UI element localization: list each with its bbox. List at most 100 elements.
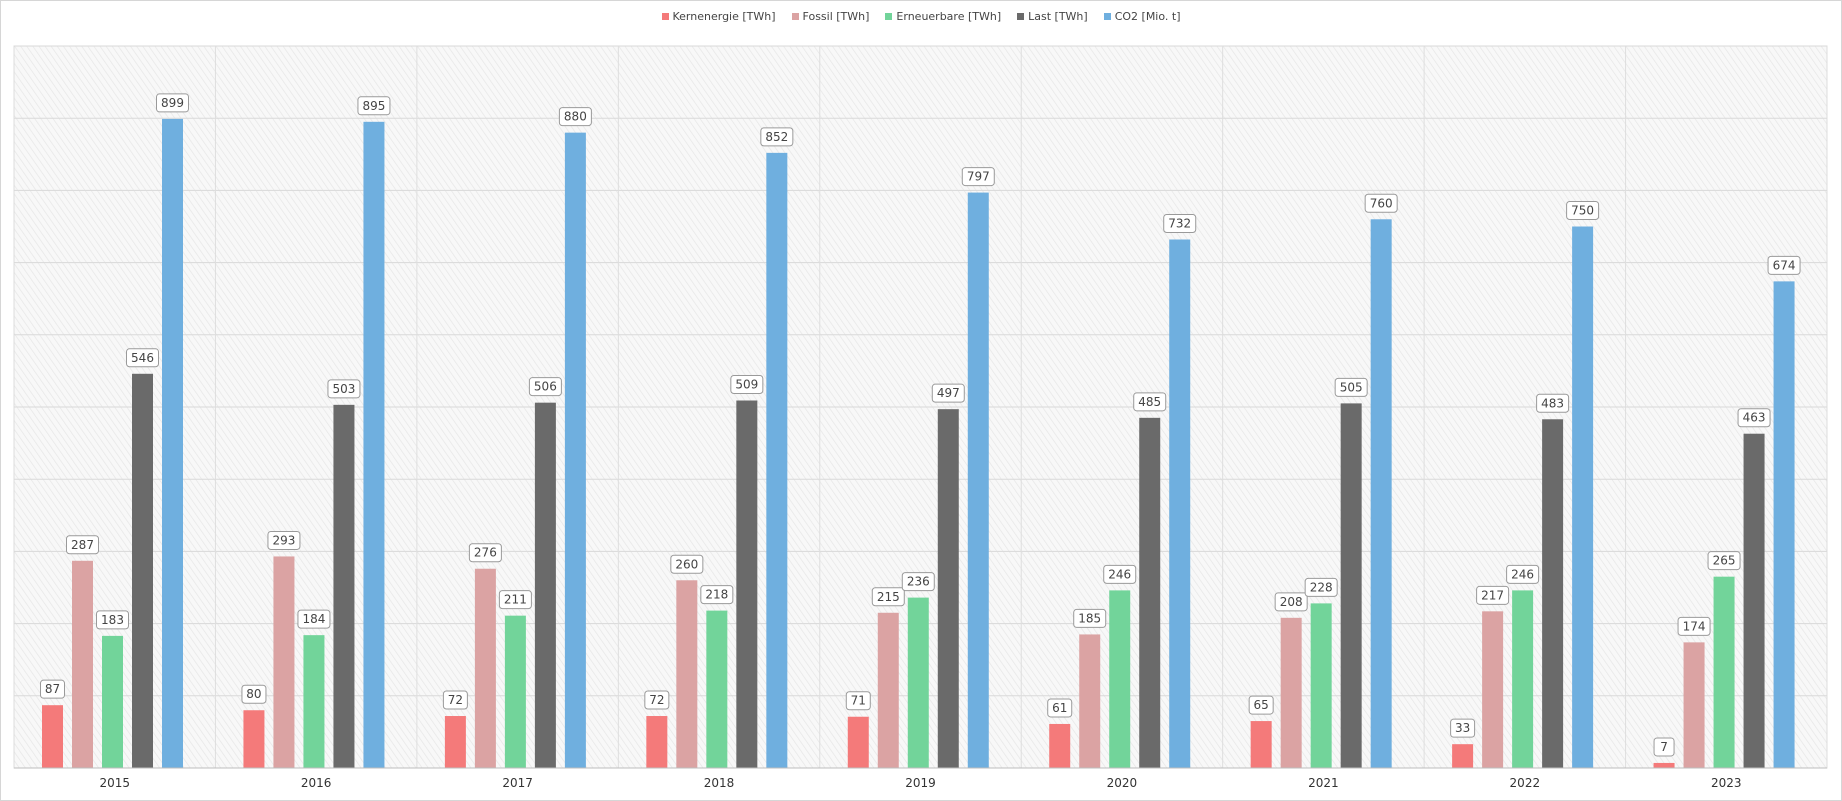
data-label-text: 72 xyxy=(649,693,664,707)
data-label: 732 xyxy=(1163,213,1197,233)
bar-erneuerbare-2023[interactable] xyxy=(1713,576,1735,768)
bar-kernenergie-2017[interactable] xyxy=(444,716,466,768)
bar-co2-2017[interactable] xyxy=(564,132,586,768)
legend-label: CO2 [Mio. t] xyxy=(1114,10,1181,23)
x-axis: 2015 2016 2017 2018 2019 2020 2021 2022 2023 xyxy=(14,767,1827,790)
data-label: 463 xyxy=(1737,408,1771,428)
data-label: 503 xyxy=(327,379,361,399)
data-label-box xyxy=(1364,193,1398,213)
bar-co2-2018[interactable] xyxy=(766,152,788,768)
data-label-box xyxy=(1536,393,1570,413)
bar-erneuerbare-2016[interactable] xyxy=(303,635,325,768)
data-label-text: 506 xyxy=(534,380,557,394)
bar-last-2018[interactable] xyxy=(736,400,758,768)
data-label-text: 61 xyxy=(1052,701,1067,715)
data-label: 246 xyxy=(1506,564,1540,584)
data-label-text: 265 xyxy=(1713,554,1736,568)
data-label-text: 852 xyxy=(765,130,788,144)
bar-kernenergie-2015[interactable] xyxy=(42,705,63,768)
data-label-text: 33 xyxy=(1455,721,1470,735)
bar-fossil-2021[interactable] xyxy=(1280,617,1302,768)
bar-fossil-2023[interactable] xyxy=(1683,642,1705,768)
data-label: 87 xyxy=(40,679,65,699)
bar-fossil-2015[interactable] xyxy=(72,560,93,768)
data-label-box xyxy=(1334,377,1368,397)
data-label-text: 228 xyxy=(1310,580,1333,594)
legend-label: Erneuerbare [TWh] xyxy=(896,10,1002,23)
data-label: 895 xyxy=(357,96,391,116)
bar-kernenergie-2021[interactable] xyxy=(1250,721,1272,768)
bar-erneuerbare-2019[interactable] xyxy=(907,597,929,768)
bar-fossil-2020[interactable] xyxy=(1079,634,1101,768)
bar-last-2023[interactable] xyxy=(1743,433,1765,768)
data-label-text: 87 xyxy=(45,682,60,696)
data-label: 208 xyxy=(1274,592,1308,612)
data-label-text: 732 xyxy=(1168,216,1191,230)
bar-last-2017[interactable] xyxy=(534,402,556,768)
data-label-box xyxy=(357,96,391,116)
data-label: 80 xyxy=(241,684,267,704)
bar-fossil-2022[interactable] xyxy=(1482,611,1504,768)
legend-item-erneuerbare[interactable]: Erneuerbare [TWh] xyxy=(885,10,1001,23)
bar-fossil-2016[interactable] xyxy=(273,556,295,768)
data-label: 61 xyxy=(1047,698,1073,718)
bar-erneuerbare-2017[interactable] xyxy=(504,615,526,768)
data-label: 674 xyxy=(1767,255,1801,275)
x-tick-label: 2021 xyxy=(1308,776,1339,790)
data-label-box xyxy=(267,530,301,550)
data-label: 797 xyxy=(961,167,995,187)
data-label-text: 208 xyxy=(1280,595,1303,609)
bar-kernenergie-2022[interactable] xyxy=(1452,744,1474,768)
bar-co2-2016[interactable] xyxy=(363,121,385,768)
data-label: 72 xyxy=(442,690,468,710)
bar-kernenergie-2020[interactable] xyxy=(1049,723,1071,768)
bar-erneuerbare-2020[interactable] xyxy=(1109,590,1131,768)
bar-co2-2015[interactable] xyxy=(162,118,183,768)
legend-label: Last [TWh] xyxy=(1028,10,1088,23)
bar-kernenergie-2023[interactable] xyxy=(1653,762,1675,768)
data-label: 71 xyxy=(845,691,871,711)
data-label-box xyxy=(498,590,532,610)
legend-item-co2[interactable]: CO2 [Mio. t] xyxy=(1103,10,1181,23)
bar-co2-2020[interactable] xyxy=(1169,239,1191,769)
data-label-text: 503 xyxy=(332,382,355,396)
bar-last-2021[interactable] xyxy=(1340,403,1362,768)
data-label: 760 xyxy=(1364,193,1398,213)
data-label-box xyxy=(871,587,905,607)
data-label-text: 276 xyxy=(474,546,497,560)
bar-kernenergie-2018[interactable] xyxy=(646,716,668,768)
bars xyxy=(42,118,1795,769)
bar-last-2019[interactable] xyxy=(937,409,959,768)
bar-co2-2021[interactable] xyxy=(1370,219,1392,768)
bar-last-2020[interactable] xyxy=(1139,417,1161,768)
bar-last-2016[interactable] xyxy=(333,404,355,768)
data-label-text: 505 xyxy=(1340,380,1363,394)
data-label-box xyxy=(1566,201,1600,220)
data-label-box xyxy=(1304,577,1338,597)
bar-erneuerbare-2015[interactable] xyxy=(102,635,123,768)
bar-erneuerbare-2018[interactable] xyxy=(706,610,728,768)
data-label-box xyxy=(1103,564,1137,584)
x-tick-label: 2018 xyxy=(704,776,735,790)
data-label: 287 xyxy=(66,535,99,555)
data-labels: 87 287 183 546 899 80 293 184 503 895 72 276 211 506 8… xyxy=(40,93,1801,757)
data-label-box xyxy=(468,543,502,563)
bar-erneuerbare-2021[interactable] xyxy=(1310,603,1332,768)
bar-last-2015[interactable] xyxy=(132,373,153,768)
bar-last-2022[interactable] xyxy=(1542,419,1564,768)
bar-fossil-2019[interactable] xyxy=(877,612,899,768)
legend-item-last[interactable]: Last [TWh] xyxy=(1017,10,1088,23)
bar-co2-2022[interactable] xyxy=(1572,226,1594,769)
bar-fossil-2017[interactable] xyxy=(474,568,496,768)
legend-item-fossil[interactable]: Fossil [TWh] xyxy=(791,10,869,23)
bar-kernenergie-2016[interactable] xyxy=(243,710,265,768)
data-label-box xyxy=(126,348,159,368)
bar-erneuerbare-2022[interactable] xyxy=(1512,590,1534,768)
bar-co2-2019[interactable] xyxy=(967,192,989,769)
legend-item-kernenergie[interactable]: Kernenergie [TWh] xyxy=(661,10,776,23)
bar-co2-2023[interactable] xyxy=(1773,281,1795,768)
x-tick-label: 2023 xyxy=(1711,776,1742,790)
bar-kernenergie-2019[interactable] xyxy=(847,716,869,768)
bar-fossil-2018[interactable] xyxy=(676,580,698,768)
data-label: 185 xyxy=(1073,608,1107,628)
